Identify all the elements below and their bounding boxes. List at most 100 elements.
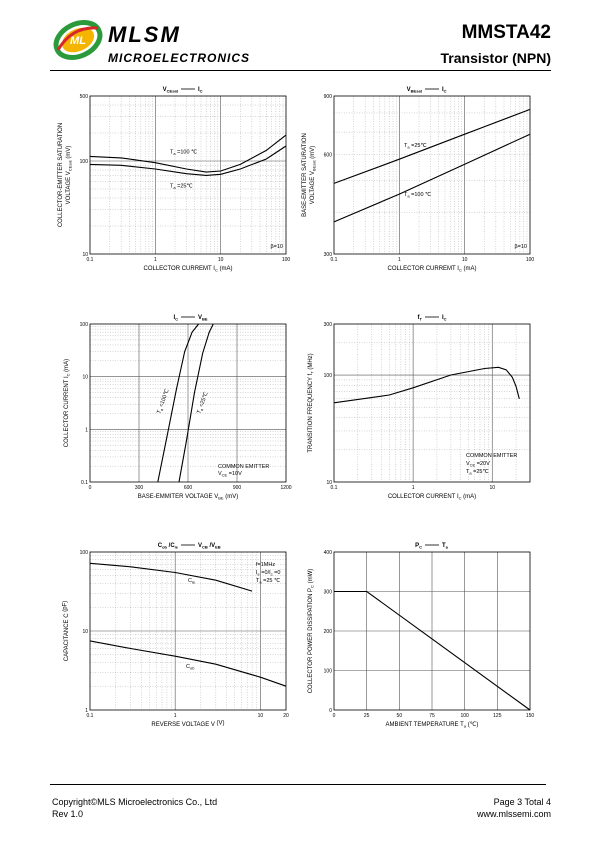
y-tick-label: 0 — [329, 708, 332, 714]
chart-vbesat: 0.1 1 10 100 300 600 900 VBEsat IC COLLECTOR CURR… — [296, 82, 546, 279]
series-label: Cie — [188, 578, 196, 585]
chart-capacitance: 0.1 1 10 20 1 10 100 Cob /Cie VCB /VEB REVERSE VO… — [52, 538, 302, 735]
chart-power-dissipation: 0 25 50 75 100 125 150 0 100 200 300 400 PC Ta AMBIENT… — [296, 538, 546, 735]
logo-text: ML — [70, 35, 86, 47]
x-tick-label: 1200 — [280, 485, 291, 491]
revision: Rev 1.0 — [52, 809, 84, 819]
series-line — [333, 108, 531, 184]
chart-power-dissipation-svg: 0 25 50 75 100 125 150 0 100 200 300 400 PC Ta AMBIENT… — [308, 543, 535, 729]
chart-ic-vbe: 0 300 600 900 1200 0.1 1 10 100 IC VBE BASE-EMMITER… — [52, 310, 302, 507]
chart-title-right: IC — [442, 315, 447, 322]
x-tick-label: 10 — [258, 713, 264, 719]
y-axis-label: CAPACITANCE C (pF) — [63, 601, 71, 661]
chart-title-right: IC — [442, 87, 447, 94]
y-tick-label: 1 — [85, 708, 88, 714]
series-line — [89, 562, 253, 592]
y-tick-label: 900 — [324, 94, 333, 100]
x-tick-label: 600 — [184, 485, 193, 491]
x-tick-label: 25 — [364, 713, 370, 719]
y-tick-label: 10 — [82, 252, 88, 258]
series-line — [334, 590, 531, 711]
chart-vcesat: 0.1 1 10 100 10 100 500 VCEsat IC COLLECTOR CURRE… — [52, 82, 302, 279]
x-tick-label: 125 — [493, 713, 502, 719]
y-tick-label: 100 — [324, 373, 333, 379]
plot-frame — [333, 95, 531, 255]
beta-note: β=10 — [515, 244, 528, 250]
y-tick-label: 100 — [80, 322, 89, 328]
website-link[interactable]: www.mlssemi.com — [476, 809, 551, 819]
condition-line: Ie =0/Ic =0 — [256, 570, 280, 577]
x-tick-label: 50 — [397, 713, 403, 719]
y-tick-label: 10 — [82, 629, 88, 635]
y-axis-label-line1: BASE-EMITTER SATURATION — [302, 133, 308, 217]
x-tick-label: 75 — [429, 713, 435, 719]
x-tick-label: 0.1 — [87, 257, 94, 263]
brand-subtitle: MICROELECTRONICS — [108, 51, 250, 65]
y-tick-label: 100 — [80, 550, 89, 556]
x-axis-label: COLLECTOR CURRENT IC (mA) — [388, 494, 476, 501]
plot-frame — [333, 551, 531, 711]
chart-title-left: PC — [415, 543, 422, 550]
logo: ML — [52, 20, 104, 60]
series-label: Ta =100 ℃ — [404, 192, 432, 199]
series-line — [89, 640, 287, 687]
x-tick-label: 100 — [460, 713, 469, 719]
chart-title-right: IC — [198, 87, 203, 94]
series-label: Ta =25℃ — [196, 391, 210, 415]
part-type: Transistor (NPN) — [440, 50, 551, 66]
x-tick-label: 0.1 — [87, 713, 94, 719]
chart-title-left: fT — [418, 315, 423, 322]
x-tick-label: 100 — [526, 257, 535, 263]
x-tick-label: 1 — [412, 485, 415, 491]
x-axis-label: AMBIENT TEMPERATURE Ta (℃) — [386, 722, 479, 729]
x-tick-label: 10 — [489, 485, 495, 491]
series-label: Ta =100 ℃ — [170, 149, 198, 156]
series-label: Ta =25℃ — [170, 183, 193, 190]
condition-line: VCE =20V — [466, 461, 490, 468]
y-axis-label-line2: VOLTAGE VBEsat (mV) — [310, 146, 317, 204]
plot-frame — [89, 551, 287, 711]
series-line — [89, 134, 287, 173]
condition-line: COMMON EMITTER — [218, 464, 269, 470]
x-tick-label: 0.1 — [331, 485, 338, 491]
plot-frame — [89, 323, 287, 483]
y-axis-label: COLLECTOR POWER DISSIPATION PC (mW) — [308, 569, 315, 694]
x-axis-label: REVERSE VOLTAGE V (V) — [151, 721, 224, 729]
part-number: MMSTA42 — [461, 22, 551, 43]
beta-note: β=10 — [271, 244, 284, 250]
copyright: Copyright©MLS Microelectronics Co., Ltd — [52, 797, 218, 807]
plot-frame — [333, 323, 531, 483]
y-tick-label: 100 — [324, 669, 333, 675]
y-tick-label: 300 — [324, 252, 333, 258]
chart-ic-vbe-svg: 0 300 600 900 1200 0.1 1 10 100 IC VBE BASE-EMMITER… — [64, 315, 292, 501]
y-tick-label: 10 — [82, 375, 88, 381]
x-axis-label: COLLECTOR CURREMT IC (mA) — [143, 266, 232, 273]
x-tick-label: 0.1 — [331, 257, 338, 263]
y-tick-label: 200 — [324, 629, 333, 635]
brand-name: MLSM — [108, 22, 181, 47]
x-tick-label: 1 — [174, 713, 177, 719]
condition-line: Ta =25℃ — [466, 469, 489, 476]
x-tick-label: 0 — [89, 485, 92, 491]
y-axis-label: COLLECTOR CURRENT IC (mA) — [64, 359, 71, 447]
chart-title-left: VCEsat — [163, 87, 179, 94]
chart-title-right: Ta — [442, 543, 449, 550]
y-tick-label: 300 — [324, 322, 333, 328]
condition-line: VCE =10V — [218, 471, 242, 478]
y-tick-label: 500 — [80, 94, 89, 100]
y-tick-label: 100 — [80, 159, 89, 165]
y-axis-label: TRANSITION FREQUENCY fT (MHz) — [308, 353, 315, 452]
condition-line: COMMON EMITTER — [466, 453, 517, 459]
chart-vbesat-svg: 0.1 1 10 100 300 600 900 VBEsat IC COLLECTOR CURR… — [302, 87, 535, 273]
x-axis-label: BASE-EMMITER VOLTAGE VBE (mV) — [138, 494, 238, 501]
chart-title-left: VBEsat — [407, 87, 423, 94]
chart-vcesat-svg: 0.1 1 10 100 10 100 500 VCEsat IC COLLECTOR CURRE… — [58, 87, 290, 273]
chart-title-left: Cob /Cie — [158, 543, 179, 550]
chart-title-left: IC — [173, 315, 178, 322]
x-tick-label: 150 — [526, 713, 535, 719]
series-line — [157, 323, 200, 483]
page-number: Page 3 Total 4 — [493, 797, 551, 807]
x-axis-label: COLLECTOR CURREMT IC (mA) — [387, 266, 476, 273]
series-line — [333, 133, 531, 223]
